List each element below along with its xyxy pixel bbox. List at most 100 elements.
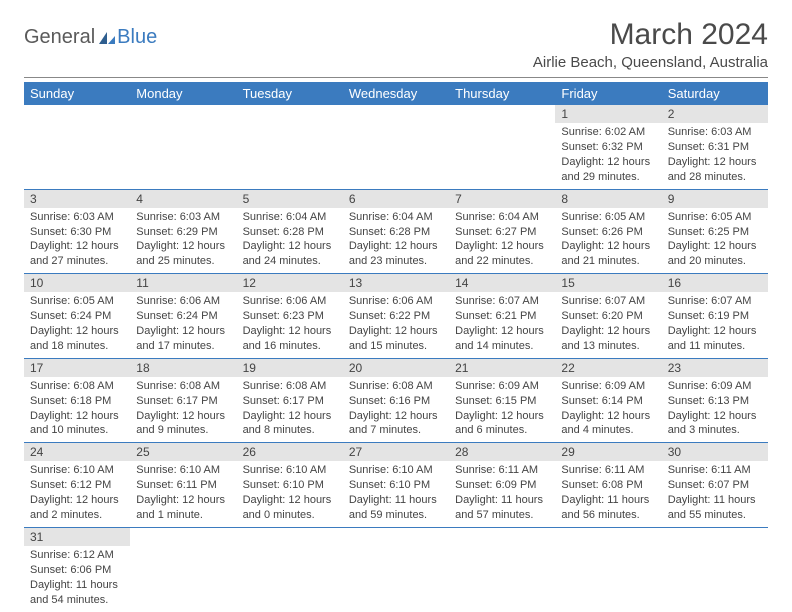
calendar-cell: 20Sunrise: 6:08 AMSunset: 6:16 PMDayligh… <box>343 358 449 443</box>
calendar-cell: 4Sunrise: 6:03 AMSunset: 6:29 PMDaylight… <box>130 189 236 274</box>
day-details: Sunrise: 6:09 AMSunset: 6:15 PMDaylight:… <box>449 377 555 442</box>
daylight-line: Daylight: 12 hours and 28 minutes. <box>668 155 762 185</box>
day-number: 7 <box>449 190 555 208</box>
daylight-line: Daylight: 12 hours and 20 minutes. <box>668 239 762 269</box>
calendar-cell: 21Sunrise: 6:09 AMSunset: 6:15 PMDayligh… <box>449 358 555 443</box>
calendar-cell: 28Sunrise: 6:11 AMSunset: 6:09 PMDayligh… <box>449 443 555 528</box>
sunrise-line: Sunrise: 6:10 AM <box>243 463 337 478</box>
weekday-header: Saturday <box>662 82 768 105</box>
calendar-cell: 29Sunrise: 6:11 AMSunset: 6:08 PMDayligh… <box>555 443 661 528</box>
daylight-line: Daylight: 11 hours and 59 minutes. <box>349 493 443 523</box>
title-block: March 2024 Airlie Beach, Queensland, Aus… <box>533 18 768 71</box>
day-number: 10 <box>24 274 130 292</box>
sunset-line: Sunset: 6:13 PM <box>668 394 762 409</box>
day-number: 18 <box>130 359 236 377</box>
sunset-line: Sunset: 6:28 PM <box>243 225 337 240</box>
day-number: 15 <box>555 274 661 292</box>
logo-text-general: General <box>24 26 95 49</box>
sunset-line: Sunset: 6:14 PM <box>561 394 655 409</box>
sunset-line: Sunset: 6:12 PM <box>30 478 124 493</box>
calendar-week-row: 1Sunrise: 6:02 AMSunset: 6:32 PMDaylight… <box>24 105 768 189</box>
day-number: 19 <box>237 359 343 377</box>
daylight-line: Daylight: 12 hours and 3 minutes. <box>668 409 762 439</box>
sunrise-line: Sunrise: 6:05 AM <box>561 210 655 225</box>
day-details: Sunrise: 6:03 AMSunset: 6:31 PMDaylight:… <box>662 123 768 188</box>
day-details: Sunrise: 6:03 AMSunset: 6:29 PMDaylight:… <box>130 208 236 273</box>
day-number: 20 <box>343 359 449 377</box>
calendar-week-row: 31Sunrise: 6:12 AMSunset: 6:06 PMDayligh… <box>24 527 768 611</box>
sunrise-line: Sunrise: 6:09 AM <box>668 379 762 394</box>
calendar-cell: 15Sunrise: 6:07 AMSunset: 6:20 PMDayligh… <box>555 274 661 359</box>
daylight-line: Daylight: 12 hours and 18 minutes. <box>30 324 124 354</box>
calendar-cell: 27Sunrise: 6:10 AMSunset: 6:10 PMDayligh… <box>343 443 449 528</box>
sunset-line: Sunset: 6:17 PM <box>243 394 337 409</box>
daylight-line: Daylight: 12 hours and 8 minutes. <box>243 409 337 439</box>
day-details: Sunrise: 6:07 AMSunset: 6:19 PMDaylight:… <box>662 292 768 357</box>
day-details: Sunrise: 6:05 AMSunset: 6:24 PMDaylight:… <box>24 292 130 357</box>
weekday-header-row: Sunday Monday Tuesday Wednesday Thursday… <box>24 82 768 105</box>
weekday-header: Tuesday <box>237 82 343 105</box>
calendar-cell: 1Sunrise: 6:02 AMSunset: 6:32 PMDaylight… <box>555 105 661 189</box>
day-number: 24 <box>24 443 130 461</box>
daylight-line: Daylight: 12 hours and 1 minute. <box>136 493 230 523</box>
day-number: 6 <box>343 190 449 208</box>
day-details: Sunrise: 6:04 AMSunset: 6:27 PMDaylight:… <box>449 208 555 273</box>
sunset-line: Sunset: 6:31 PM <box>668 140 762 155</box>
sunrise-line: Sunrise: 6:03 AM <box>668 125 762 140</box>
calendar-cell: 18Sunrise: 6:08 AMSunset: 6:17 PMDayligh… <box>130 358 236 443</box>
calendar-cell <box>343 105 449 189</box>
daylight-line: Daylight: 12 hours and 2 minutes. <box>30 493 124 523</box>
sunrise-line: Sunrise: 6:02 AM <box>561 125 655 140</box>
sunset-line: Sunset: 6:17 PM <box>136 394 230 409</box>
calendar-cell: 10Sunrise: 6:05 AMSunset: 6:24 PMDayligh… <box>24 274 130 359</box>
day-number: 21 <box>449 359 555 377</box>
day-number: 1 <box>555 105 661 123</box>
calendar-cell: 8Sunrise: 6:05 AMSunset: 6:26 PMDaylight… <box>555 189 661 274</box>
daylight-line: Daylight: 12 hours and 7 minutes. <box>349 409 443 439</box>
weekday-header: Friday <box>555 82 661 105</box>
daylight-line: Daylight: 12 hours and 0 minutes. <box>243 493 337 523</box>
sunset-line: Sunset: 6:24 PM <box>136 309 230 324</box>
weekday-header: Monday <box>130 82 236 105</box>
daylight-line: Daylight: 12 hours and 23 minutes. <box>349 239 443 269</box>
day-number: 14 <box>449 274 555 292</box>
sunset-line: Sunset: 6:21 PM <box>455 309 549 324</box>
daylight-line: Daylight: 12 hours and 22 minutes. <box>455 239 549 269</box>
sunrise-line: Sunrise: 6:08 AM <box>136 379 230 394</box>
sunset-line: Sunset: 6:08 PM <box>561 478 655 493</box>
calendar-cell: 26Sunrise: 6:10 AMSunset: 6:10 PMDayligh… <box>237 443 343 528</box>
day-details: Sunrise: 6:10 AMSunset: 6:10 PMDaylight:… <box>237 461 343 526</box>
day-details: Sunrise: 6:07 AMSunset: 6:21 PMDaylight:… <box>449 292 555 357</box>
calendar-cell: 16Sunrise: 6:07 AMSunset: 6:19 PMDayligh… <box>662 274 768 359</box>
calendar-cell <box>237 105 343 189</box>
sunset-line: Sunset: 6:20 PM <box>561 309 655 324</box>
sunset-line: Sunset: 6:11 PM <box>136 478 230 493</box>
sunset-line: Sunset: 6:24 PM <box>30 309 124 324</box>
calendar-cell: 31Sunrise: 6:12 AMSunset: 6:06 PMDayligh… <box>24 527 130 611</box>
calendar-cell <box>555 527 661 611</box>
day-number: 12 <box>237 274 343 292</box>
day-details: Sunrise: 6:10 AMSunset: 6:10 PMDaylight:… <box>343 461 449 526</box>
sunrise-line: Sunrise: 6:09 AM <box>455 379 549 394</box>
day-number: 17 <box>24 359 130 377</box>
calendar-week-row: 10Sunrise: 6:05 AMSunset: 6:24 PMDayligh… <box>24 274 768 359</box>
sunset-line: Sunset: 6:06 PM <box>30 563 124 578</box>
calendar-cell: 7Sunrise: 6:04 AMSunset: 6:27 PMDaylight… <box>449 189 555 274</box>
sunset-line: Sunset: 6:15 PM <box>455 394 549 409</box>
daylight-line: Daylight: 11 hours and 54 minutes. <box>30 578 124 608</box>
sunset-line: Sunset: 6:25 PM <box>668 225 762 240</box>
day-details: Sunrise: 6:05 AMSunset: 6:25 PMDaylight:… <box>662 208 768 273</box>
sunset-line: Sunset: 6:30 PM <box>30 225 124 240</box>
day-details: Sunrise: 6:02 AMSunset: 6:32 PMDaylight:… <box>555 123 661 188</box>
sunrise-line: Sunrise: 6:03 AM <box>30 210 124 225</box>
day-details: Sunrise: 6:11 AMSunset: 6:08 PMDaylight:… <box>555 461 661 526</box>
sunset-line: Sunset: 6:07 PM <box>668 478 762 493</box>
day-details: Sunrise: 6:08 AMSunset: 6:16 PMDaylight:… <box>343 377 449 442</box>
sunrise-line: Sunrise: 6:11 AM <box>561 463 655 478</box>
sunrise-line: Sunrise: 6:09 AM <box>561 379 655 394</box>
day-details: Sunrise: 6:09 AMSunset: 6:14 PMDaylight:… <box>555 377 661 442</box>
sunset-line: Sunset: 6:16 PM <box>349 394 443 409</box>
daylight-line: Daylight: 12 hours and 25 minutes. <box>136 239 230 269</box>
day-number: 28 <box>449 443 555 461</box>
header: General Blue March 2024 Airlie Beach, Qu… <box>24 18 768 71</box>
